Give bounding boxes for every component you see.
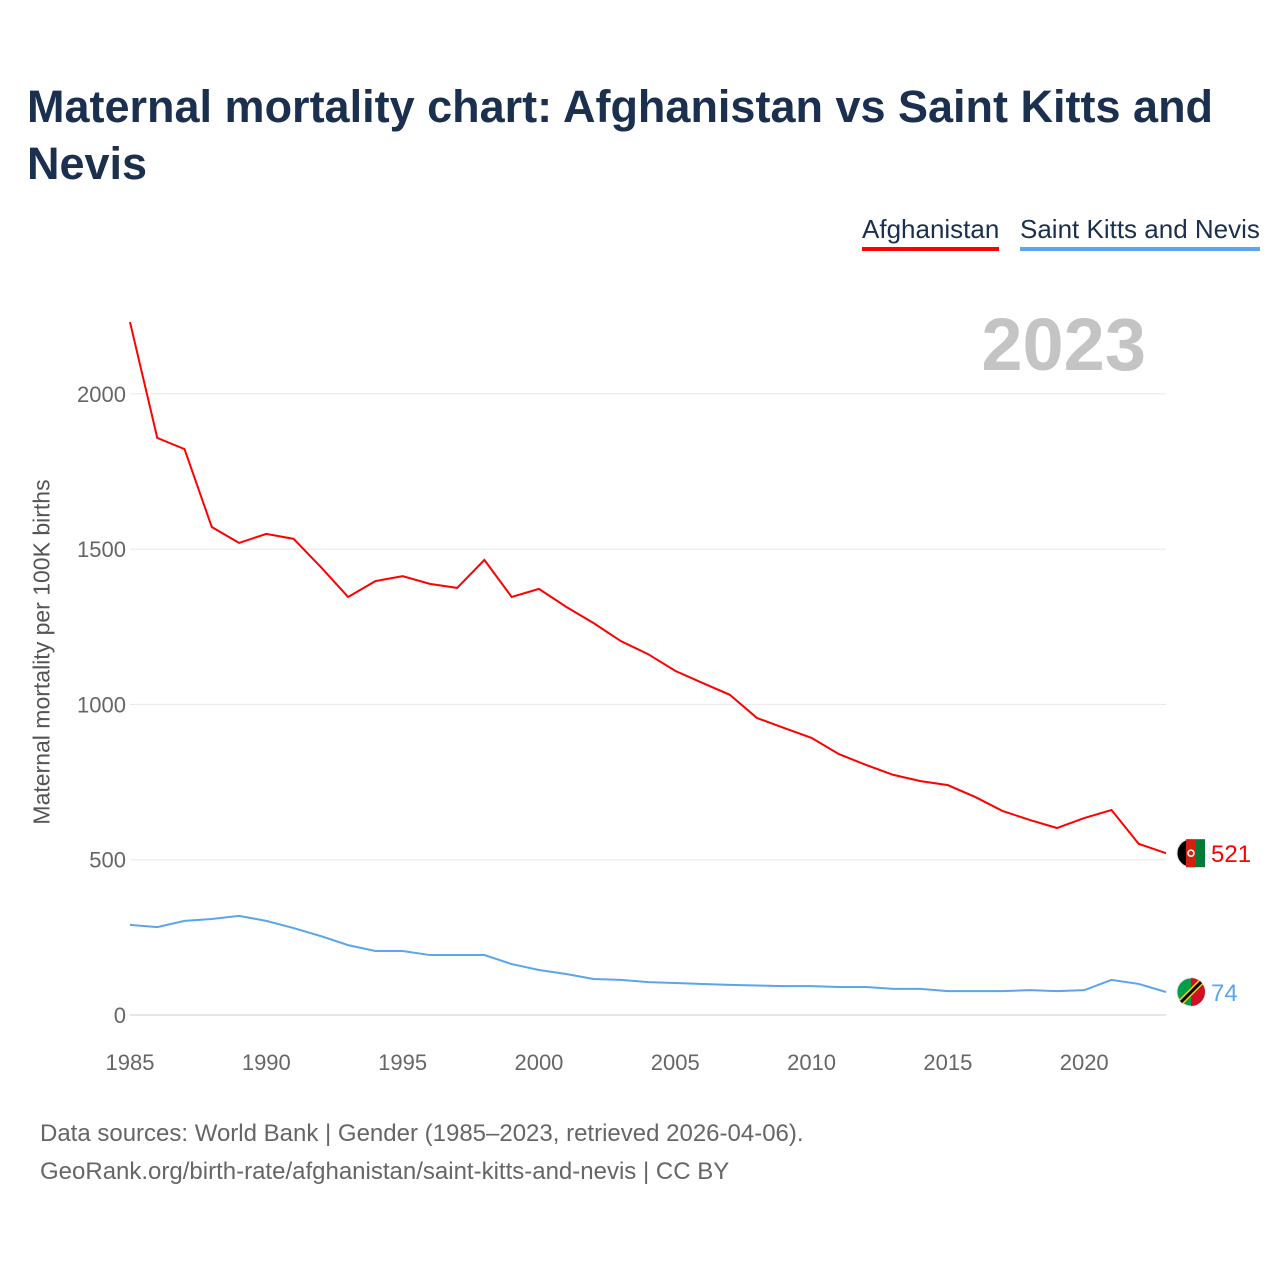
end-value-label: 74 <box>1211 980 1238 1007</box>
x-tick-label: 1990 <box>242 1050 291 1075</box>
flag-part <box>1179 980 1203 1004</box>
series-line-saint-kitts-and-nevis <box>129 914 1167 993</box>
source-line-1: Data sources: World Bank | Gender (1985–… <box>40 1120 804 1147</box>
x-tick-label: 2000 <box>514 1050 563 1075</box>
series-line-afghanistan <box>129 321 1167 855</box>
flag-part <box>1187 849 1195 857</box>
x-tick-label: 1985 <box>106 1050 155 1075</box>
x-tick-label: 2015 <box>923 1050 972 1075</box>
x-tick-label: 2020 <box>1060 1050 1109 1075</box>
y-tick-label: 0 <box>114 1003 126 1028</box>
legend-saint-kitts-and-nevis[interactable]: Saint Kitts and Nevis <box>1020 214 1260 251</box>
legend-afghanistan[interactable]: Afghanistan <box>862 214 1000 251</box>
y-tick-label: 2000 <box>77 382 126 407</box>
x-tick-label: 2005 <box>651 1050 700 1075</box>
y-tick-label: 500 <box>89 848 126 873</box>
flag-part <box>1196 839 1205 868</box>
page-title: Maternal mortality chart: Afghanistan vs… <box>27 81 1214 189</box>
y-tick-label: 1500 <box>77 537 126 562</box>
end-value-label: 521 <box>1211 841 1251 868</box>
year-label: 2023 <box>981 303 1146 386</box>
flag-part <box>1186 839 1196 868</box>
x-tick-label: 1995 <box>378 1050 427 1075</box>
x-tick-label: 2010 <box>787 1050 836 1075</box>
source-line-2[interactable]: GeoRank.org/birth-rate/afghanistan/saint… <box>40 1158 730 1185</box>
y-tick-label: 1000 <box>77 692 126 717</box>
